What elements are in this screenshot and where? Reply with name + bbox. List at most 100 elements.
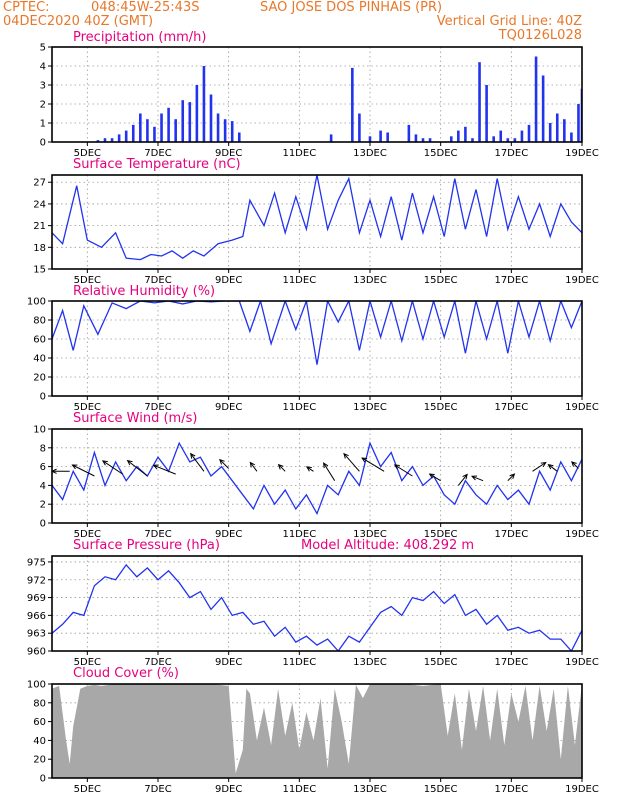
- wind-arrow-head: [190, 452, 196, 459]
- precip-bar: [351, 67, 354, 142]
- x-tick-label: 11DEC: [282, 657, 316, 668]
- precip-bar: [563, 119, 566, 142]
- wind-arrow-head: [323, 462, 329, 469]
- y-tick-label: 6: [40, 462, 46, 473]
- precip-bar: [457, 130, 460, 142]
- y-tick-label: 18: [33, 243, 46, 254]
- x-tick-label: 11DEC: [282, 402, 316, 413]
- y-tick-label: 1: [40, 119, 46, 130]
- y-tick-label: 0: [40, 774, 46, 785]
- plot-area: [52, 175, 582, 261]
- x-tick-label: 5DEC: [74, 148, 101, 159]
- x-tick-label: 5DEC: [74, 402, 101, 413]
- x-tick-label: 19DEC: [565, 657, 599, 668]
- x-tick-label: 17DEC: [494, 275, 528, 286]
- x-tick-label: 5DEC: [74, 784, 101, 795]
- wind-arrow: [190, 453, 205, 472]
- precip-bar: [237, 132, 241, 142]
- x-tick-label: 13DEC: [353, 275, 387, 286]
- x-tick-label: 13DEC: [353, 148, 387, 159]
- wind-arrow: [278, 464, 286, 472]
- x-tick-label: 7DEC: [144, 529, 171, 540]
- precip-bar: [188, 102, 192, 142]
- panel-4: Surface Wind (m/s) 5DEC 7DEC 9DEC 11DEC 13DEC…: [33, 411, 599, 540]
- x-tick-label: 11DEC: [282, 529, 316, 540]
- y-tick-label: 966: [27, 611, 46, 622]
- x-tick-label: 11DEC: [282, 275, 316, 286]
- panel-2: Surface Temperature (nC) 5DEC 7DEC 9DEC 11DE…: [33, 157, 599, 286]
- y-tick-label: 20: [33, 373, 46, 384]
- x-tick-label: 9DEC: [215, 784, 242, 795]
- wind-arrow: [471, 475, 484, 482]
- y-tick-label: 972: [27, 575, 46, 586]
- y-tick-label: 2: [40, 100, 46, 111]
- panel-3: Relative Humidity (%) 5DEC 7DEC 9DEC 11DEC 13…: [27, 284, 599, 413]
- wind-arrow-head: [540, 461, 547, 468]
- wind-arrow-head: [547, 464, 554, 470]
- precip-bar: [407, 124, 411, 142]
- y-tick-label: 80: [33, 316, 46, 327]
- wind-arrow-head: [219, 458, 225, 465]
- precip-bar: [117, 134, 121, 142]
- y-tick-label: 969: [27, 593, 46, 604]
- y-tick-label: 3: [40, 81, 46, 92]
- y-tick-label: 60: [33, 335, 46, 346]
- precip-bar: [368, 136, 372, 142]
- x-tick-label: 19DEC: [565, 529, 599, 540]
- y-tick-label: 4: [40, 481, 46, 492]
- y-tick-label: 27: [33, 178, 46, 189]
- wind-arrow: [343, 453, 360, 472]
- series-line: [52, 441, 582, 516]
- panel-title: Relative Humidity (%): [73, 284, 215, 299]
- x-tick-label: 9DEC: [215, 657, 242, 668]
- x-tick-label: 17DEC: [494, 148, 528, 159]
- series-line: [52, 175, 582, 261]
- precip-bar: [428, 138, 432, 142]
- y-tick-label: 60: [33, 717, 46, 728]
- precip-bar: [478, 62, 481, 142]
- x-tick-label: 9DEC: [215, 529, 242, 540]
- y-tick-label: 15: [33, 265, 46, 276]
- wind-arrow-head: [509, 473, 516, 479]
- precip-bar: [421, 138, 425, 142]
- y-tick-label: 40: [33, 736, 46, 747]
- wind-arrow: [219, 459, 230, 469]
- header-coords: 048:45W-25:43S: [91, 0, 199, 15]
- chart-panels: Precipitation (mm/h) 5DEC 7DEC 9DEC 11DEC 13D…: [27, 30, 599, 795]
- x-tick-label: 15DEC: [424, 529, 458, 540]
- precip-bar: [131, 124, 135, 142]
- precip-bar: [485, 85, 488, 142]
- panel-title: Surface Temperature (nC): [73, 157, 241, 172]
- x-tick-label: 15DEC: [424, 657, 458, 668]
- wind-arrow: [457, 474, 468, 486]
- panel-5: Surface Pressure (hPa) Model Altitude: 40…: [27, 538, 599, 668]
- precip-bar: [139, 113, 142, 142]
- precip-bar: [414, 134, 418, 142]
- precip-bar: [167, 107, 170, 142]
- y-tick-label: 40: [33, 354, 46, 365]
- y-tick-label: 2: [40, 500, 46, 511]
- wind-arrow: [127, 460, 148, 477]
- wind-arrow: [323, 462, 336, 481]
- plot-area: [52, 684, 582, 778]
- wind-arrow: [429, 473, 441, 482]
- x-tick-label: 13DEC: [353, 529, 387, 540]
- precip-bar: [223, 119, 227, 142]
- wind-arrow: [153, 464, 176, 475]
- wind-arrow-head: [393, 464, 400, 470]
- precip-bar: [520, 130, 524, 142]
- x-tick-label: 7DEC: [144, 784, 171, 795]
- wind-arrow: [571, 461, 579, 469]
- precip-bar: [358, 113, 361, 142]
- precip-bar: [216, 113, 220, 142]
- precip-bar: [110, 138, 114, 142]
- wind-arrow-head: [71, 464, 78, 470]
- y-tick-label: 8: [40, 443, 46, 454]
- precip-bar: [153, 126, 156, 142]
- wind-arrow: [532, 462, 547, 472]
- wind-arrow-head: [277, 463, 284, 470]
- series-line: [52, 301, 582, 365]
- wind-arrow-head: [470, 475, 478, 481]
- x-tick-label: 19DEC: [565, 402, 599, 413]
- x-tick-label: 7DEC: [144, 402, 171, 413]
